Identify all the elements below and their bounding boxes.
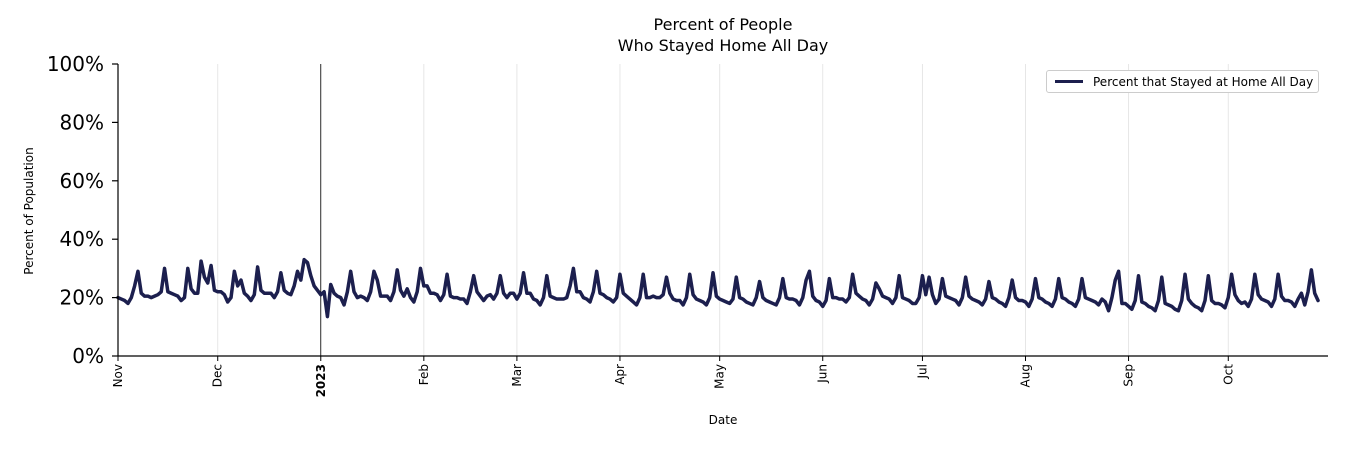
- vertical-gridlines: [117, 64, 1229, 356]
- y-axis-ticks: 0% 20% 40% 60% 80% 100%: [47, 52, 118, 368]
- x-tick-label-dec: Dec: [211, 364, 225, 387]
- x-tick-label-mar: Mar: [510, 364, 524, 387]
- x-tick-label-jun: Jun: [816, 364, 830, 384]
- x-tick-label-nov: Nov: [111, 364, 125, 387]
- x-tick-label-feb: Feb: [417, 364, 431, 385]
- y-tick-label: 60%: [60, 169, 104, 193]
- y-tick-label: 100%: [47, 52, 104, 76]
- y-tick-label: 40%: [60, 227, 104, 251]
- series-line-0: [116, 257, 1320, 319]
- x-tick-label-apr: Apr: [613, 364, 627, 385]
- x-tick-label-jul: Jul: [915, 364, 929, 379]
- y-tick-label: 80%: [60, 110, 104, 134]
- y-tick-label: 0%: [72, 344, 104, 368]
- legend-label: Percent that Stayed at Home All Day: [1093, 74, 1314, 89]
- chart-title: Percent of People: [654, 15, 793, 34]
- axes: [117, 64, 1328, 357]
- x-tick-label-2023: 2023: [314, 364, 328, 397]
- y-tick-label: 20%: [60, 286, 104, 310]
- x-axis-ticks: Nov Dec 2023 Feb Mar Apr May Jun Jul Aug Sep Oct: [111, 356, 1235, 397]
- x-tick-label-may: May: [713, 364, 727, 389]
- x-tick-label-oct: Oct: [1221, 364, 1235, 385]
- chart-subtitle: Who Stayed Home All Day: [618, 36, 828, 55]
- legend-line-swatch: [1055, 80, 1083, 83]
- x-axis-label: Date: [709, 413, 738, 427]
- x-tick-label-sep: Sep: [1122, 364, 1136, 387]
- legend: Percent that Stayed at Home All Day: [1046, 70, 1319, 93]
- x-tick-label-aug: Aug: [1019, 364, 1033, 387]
- series-layer: [116, 257, 1320, 319]
- y-axis-label: Percent of Population: [22, 147, 36, 274]
